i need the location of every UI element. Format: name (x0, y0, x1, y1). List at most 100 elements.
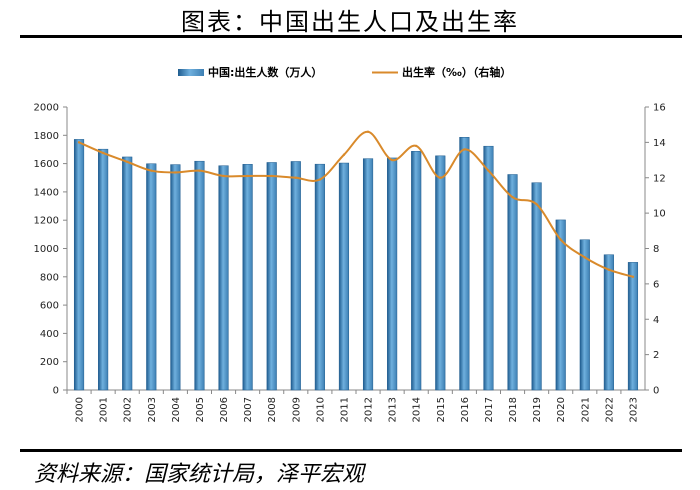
bar (218, 165, 229, 391)
rate-point (583, 256, 586, 259)
bar (603, 254, 614, 391)
rate-point (101, 151, 105, 155)
x-tick-label: 2008 (267, 397, 278, 422)
bar (170, 164, 181, 391)
x-tick-label: 2010 (315, 397, 326, 422)
rate-point (415, 144, 418, 148)
bar (507, 174, 518, 391)
x-tick-label: 2021 (580, 397, 591, 422)
x-tick-label: 2018 (508, 397, 519, 422)
legend-line-label: 出生率（‰）（右轴） (402, 65, 511, 79)
title-rule (20, 35, 682, 38)
x-tick-label: 2017 (484, 397, 495, 422)
left-tick-label: 1000 (34, 244, 59, 255)
rate-point (607, 268, 611, 271)
x-tick-label: 2016 (460, 397, 471, 422)
bar (290, 161, 301, 391)
left-tick-label: 200 (40, 357, 59, 368)
right-tick-label: 6 (653, 279, 659, 290)
x-tick-label: 2015 (436, 397, 447, 422)
left-tick-label: 800 (40, 272, 59, 283)
rate-point (150, 169, 153, 172)
right-tick-label: 2 (653, 350, 659, 361)
rate-point (366, 130, 370, 133)
x-tick-label: 2001 (99, 397, 110, 422)
x-tick-label: 2019 (532, 397, 543, 422)
rate-point (294, 176, 297, 179)
rate-point (487, 169, 490, 172)
bar (98, 148, 109, 391)
x-tick-label: 2022 (604, 397, 615, 422)
rate-line (77, 130, 635, 278)
right-tick-label: 8 (653, 244, 659, 255)
x-tick-label: 2000 (75, 397, 86, 422)
legend-bar-swatch (178, 69, 204, 76)
bar (459, 137, 470, 391)
right-tick-label: 14 (653, 138, 666, 149)
left-tick-label: 1600 (34, 159, 59, 170)
rate-point (390, 158, 394, 162)
bar (314, 163, 325, 391)
x-tick-label: 2011 (339, 397, 350, 422)
left-tick-label: 1400 (34, 187, 59, 198)
rate-point (198, 169, 201, 172)
bar (242, 164, 253, 391)
legend-bar-label: 中国:出生人数（万人） (208, 65, 322, 79)
bar (73, 139, 85, 391)
rate-point (631, 275, 635, 278)
left-tick-label: 400 (40, 329, 59, 340)
rate-point (463, 148, 466, 151)
bar (435, 155, 446, 391)
rate-point (535, 203, 538, 206)
bar (483, 145, 494, 391)
x-tick-label: 2013 (388, 397, 399, 422)
rate-point (222, 174, 225, 178)
bar (387, 157, 398, 391)
bar (146, 163, 157, 391)
ticks: 0 200 400 600 800 1000 1200 1400 1600 1800 2000 0 2 4… (34, 103, 666, 423)
right-tick-label: 12 (653, 173, 666, 184)
bar (266, 162, 277, 391)
rate-point (511, 196, 514, 199)
rate-point (246, 174, 249, 178)
left-tick-label: 1800 (34, 131, 59, 142)
bar (579, 239, 590, 391)
right-tick-label: 16 (653, 103, 666, 114)
bar (338, 162, 350, 391)
bars (73, 137, 639, 391)
left-tick-label: 0 (53, 386, 59, 397)
chart-title: 图表：中国出生人口及出生率 (181, 8, 519, 36)
bar (411, 151, 422, 391)
source-note: 资料来源：国家统计局，泽平宏观 (34, 462, 365, 487)
rate-line-path (78, 130, 634, 278)
x-tick-label: 2014 (412, 397, 423, 422)
x-tick-label: 2009 (291, 397, 302, 422)
x-tick-label: 2020 (556, 397, 567, 422)
right-tick-label: 10 (653, 209, 666, 220)
rate-point (439, 176, 442, 179)
rate-point (77, 141, 81, 144)
rate-point (559, 238, 562, 241)
bar (362, 158, 374, 391)
rate-point (270, 174, 273, 178)
x-tick-label: 2023 (628, 397, 639, 422)
x-tick-label: 2012 (364, 397, 375, 422)
chart: 中国:出生人数（万人） 出生率（‰）（右轴） 0 200 400 600 800 1000 1… (34, 65, 666, 423)
x-tick-label: 2002 (123, 397, 134, 422)
bar (194, 160, 205, 391)
x-tick-label: 2005 (195, 397, 206, 422)
rate-point (342, 153, 346, 156)
bar (122, 156, 133, 391)
bar (555, 219, 566, 391)
right-tick-label: 0 (653, 386, 659, 397)
bar (531, 182, 542, 391)
right-tick-label: 4 (653, 315, 659, 326)
left-tick-label: 600 (40, 301, 59, 312)
legend: 中国:出生人数（万人） 出生率（‰）（右轴） (178, 65, 511, 79)
footer-rule (20, 449, 682, 452)
left-tick-label: 1200 (34, 216, 59, 227)
x-tick-label: 2006 (219, 397, 230, 422)
x-tick-label: 2007 (243, 397, 254, 422)
rate-point (174, 171, 177, 174)
rate-point (318, 178, 322, 181)
